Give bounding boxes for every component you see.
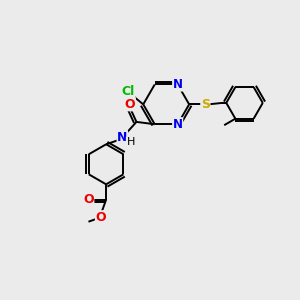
Text: S: S xyxy=(201,98,210,111)
Text: O: O xyxy=(125,98,135,111)
Text: H: H xyxy=(126,137,135,147)
Text: O: O xyxy=(95,211,106,224)
Text: N: N xyxy=(117,131,128,144)
Text: Cl: Cl xyxy=(121,85,134,98)
Text: N: N xyxy=(173,118,183,131)
Text: O: O xyxy=(83,193,94,206)
Text: N: N xyxy=(173,78,183,91)
